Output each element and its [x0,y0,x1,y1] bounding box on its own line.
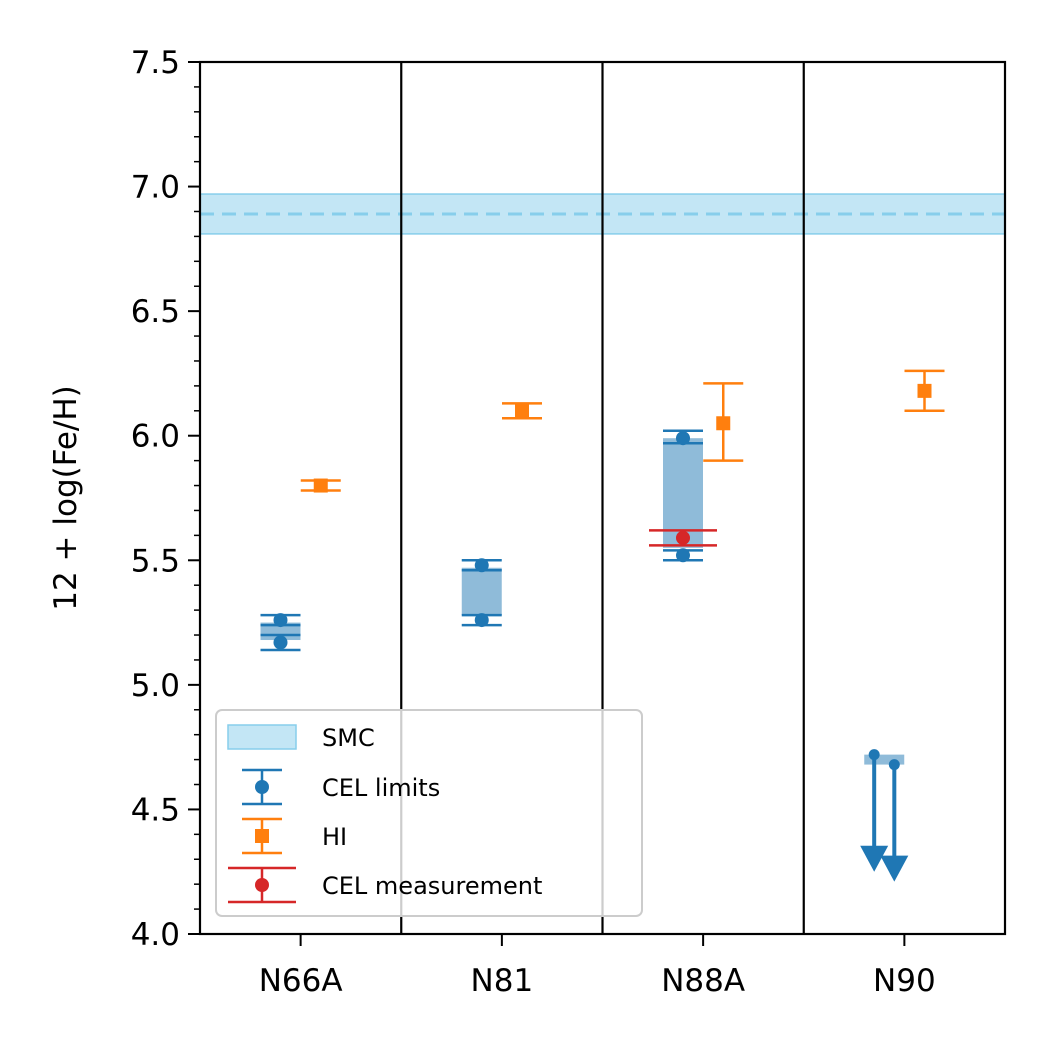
y-tick-label: 5.5 [131,543,180,579]
x-tick-label: N88A [661,963,745,999]
y-tick-label: 6.5 [131,294,180,330]
cel-limit-point [676,431,690,446]
cel-range-box [864,754,905,765]
x-tick-label: N81 [471,963,534,999]
cel-measurement-point [676,530,690,545]
cel-upper-limit-point [868,749,880,761]
cel-limit-point [273,613,288,628]
cel-upper-limit-arrowhead [860,845,889,872]
legend-entry-label: SMC [322,724,375,752]
legend-hi-marker [255,829,269,843]
cel-limit-point [474,613,489,628]
y-tick-label: 7.5 [131,45,180,81]
cel-limit-point [474,558,489,573]
legend-cel-measurement-marker [255,878,269,892]
y-tick-label: 7.0 [131,170,180,206]
y-tick-label: 6.0 [131,419,180,455]
y-axis-label: 12 + log(Fe/H) [48,385,84,611]
plot-frame [198,60,1007,936]
hi-point [313,478,328,493]
x-tick-label: N90 [873,963,936,999]
hi-point [716,416,731,431]
cel-limit-point [273,635,288,650]
cel-limit-point [676,548,690,563]
legend-box [215,709,643,917]
cel-range-box [461,567,502,616]
y-tick-label: 5.0 [131,668,180,704]
y-tick-label: 4.5 [131,792,180,828]
hi-point [917,383,932,398]
legend-entry-label: HI [322,823,347,851]
cel-upper-limit-point [888,759,900,771]
hi-point [515,403,529,418]
legend-smc-swatch [227,724,297,750]
legend-entry-label: CEL measurement [322,872,542,900]
cel-upper-limit-arrowhead [880,855,909,882]
legend-entry-label: CEL limits [322,774,440,802]
y-tick-label: 4.0 [131,917,180,953]
legend-cel-limits-marker [255,780,269,794]
x-tick-label: N66A [259,963,343,999]
